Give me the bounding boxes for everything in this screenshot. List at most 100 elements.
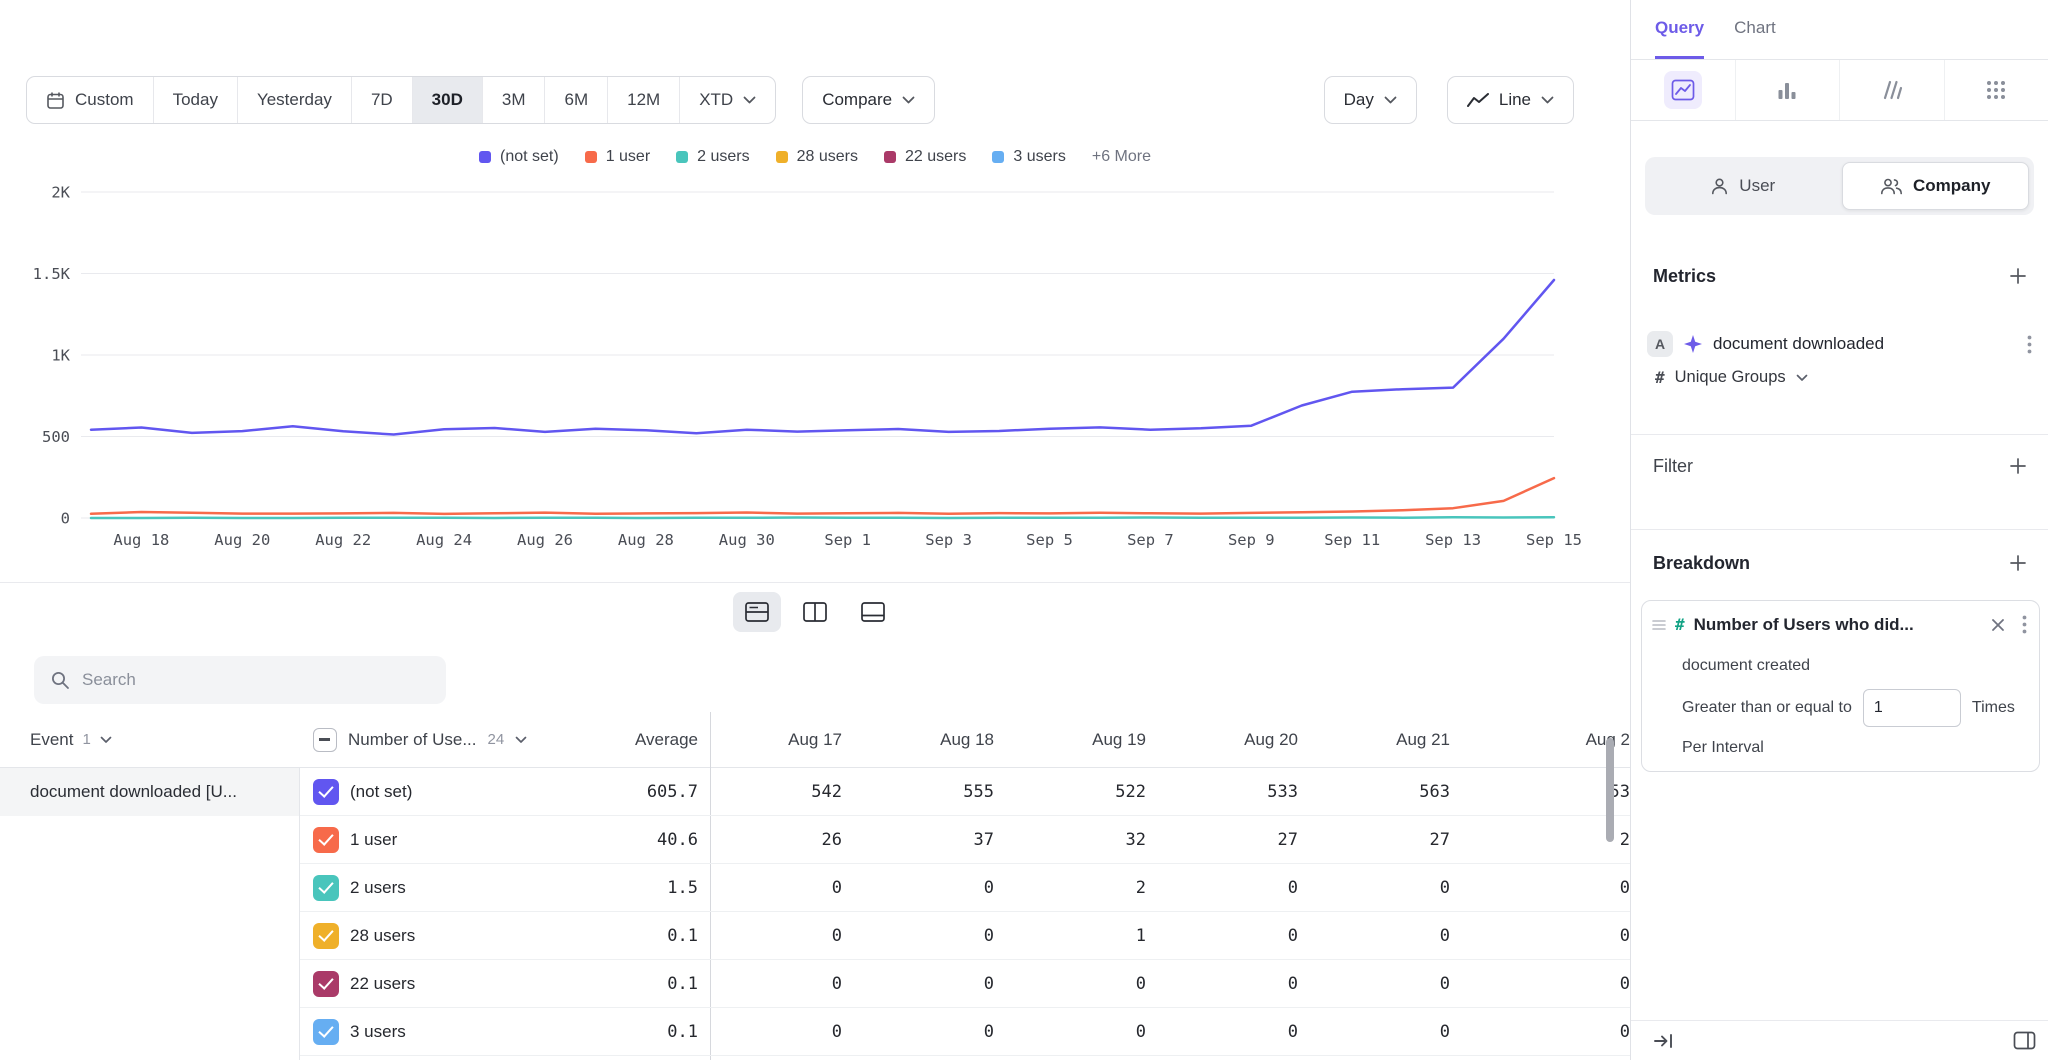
main-area: Custom Today Yesterday 7D 30D 3M 6M 12M … xyxy=(0,0,1630,1060)
dock-right-icon[interactable] xyxy=(2011,1029,2038,1052)
legend-more-button[interactable]: +6 More xyxy=(1091,148,1151,165)
measure-dropdown[interactable]: # Unique Groups xyxy=(1655,368,1808,387)
chart-style-label: Line xyxy=(1498,90,1531,109)
add-breakdown-button[interactable] xyxy=(2006,551,2030,575)
breakdown-property-name[interactable]: Number of Users who did... xyxy=(1693,614,1914,634)
row-checkbox[interactable] xyxy=(313,874,339,901)
legend-item[interactable]: 28 users xyxy=(775,148,858,166)
table-header: Event 1 Number of Use... 24 Average Aug … xyxy=(0,712,1630,768)
cell-value: 0 xyxy=(1287,877,1298,898)
breakdown-interval-label[interactable]: Per Interval xyxy=(1682,739,1764,756)
close-icon[interactable] xyxy=(1989,616,2007,634)
breakdown-event-name[interactable]: document created xyxy=(1682,657,1811,674)
svg-text:Aug 18: Aug 18 xyxy=(113,531,169,549)
group-label: 3 users xyxy=(350,1021,406,1041)
group-label: 2 users xyxy=(350,877,406,897)
legend-item[interactable]: 2 users xyxy=(676,148,750,166)
drag-handle-icon[interactable] xyxy=(1652,619,1666,631)
layout-panel-bottom-button[interactable] xyxy=(849,592,897,632)
granularity-dropdown[interactable]: Day xyxy=(1323,76,1417,124)
legend-item[interactable]: 1 user xyxy=(584,148,650,166)
layout-split-horizontal-button[interactable] xyxy=(733,592,781,632)
metric-item[interactable]: A document downloaded xyxy=(1647,322,2038,366)
table-row[interactable]: 3 users 0.1 0 0 0 0 0 0 xyxy=(300,1008,1630,1056)
row-checkbox[interactable] xyxy=(313,778,339,805)
row-checkbox[interactable] xyxy=(313,922,339,949)
chevron-down-icon xyxy=(1541,96,1554,104)
layout-split-vertical-button[interactable] xyxy=(791,592,839,632)
chart-type-flow-button[interactable] xyxy=(1839,60,1944,120)
cell-value: 0 xyxy=(1619,877,1630,898)
date-column-header[interactable]: Aug 17 xyxy=(788,729,842,749)
preset-7d[interactable]: 7D xyxy=(350,77,412,123)
preset-today[interactable]: Today xyxy=(152,77,237,123)
add-metric-button[interactable] xyxy=(2006,264,2030,288)
tab-query[interactable]: Query xyxy=(1655,0,1705,59)
frozen-column-divider xyxy=(710,712,711,1060)
vertical-scrollbar[interactable] xyxy=(1606,738,1614,842)
legend-label: 2 users xyxy=(697,148,750,165)
table-row[interactable]: (not set) 605.7 542 555 522 533 563 53 xyxy=(300,768,1630,816)
chevron-down-icon xyxy=(1796,374,1808,382)
condition-value-input[interactable] xyxy=(1862,689,1961,727)
chart-type-line-button[interactable] xyxy=(1631,60,1735,120)
svg-text:500: 500 xyxy=(42,428,70,446)
select-all-checkbox[interactable] xyxy=(313,727,337,752)
search-icon xyxy=(50,670,70,690)
toggle-company[interactable]: Company xyxy=(1841,162,2029,210)
table-row[interactable]: 22 users 0.1 0 0 0 0 0 0 xyxy=(300,960,1630,1008)
preset-12m[interactable]: 12M xyxy=(607,77,679,123)
date-column-header[interactable]: Aug 20 xyxy=(1244,729,1298,749)
chart-type-bar-button[interactable] xyxy=(1734,60,1840,120)
group-column-header[interactable]: Number of Use... 24 xyxy=(300,727,562,752)
cell-value: 2 xyxy=(1135,877,1146,898)
date-column-header[interactable]: Aug 18 xyxy=(940,729,994,749)
search-input[interactable] xyxy=(82,670,430,690)
legend-label: 28 users xyxy=(796,148,858,165)
preset-xtd[interactable]: XTD xyxy=(679,77,775,123)
chart-style-dropdown[interactable]: Line xyxy=(1446,76,1574,124)
table-row[interactable]: 2 users 1.5 0 0 2 0 0 0 xyxy=(300,864,1630,912)
breakdown-card: # Number of Users who did... document cr… xyxy=(1641,600,2040,772)
preset-yesterday[interactable]: Yesterday xyxy=(236,77,351,123)
preset-3m[interactable]: 3M xyxy=(481,77,545,123)
svg-text:Sep 15: Sep 15 xyxy=(1526,531,1582,549)
chart-type-grid-button[interactable] xyxy=(1943,60,2048,120)
entity-toggle: User Company xyxy=(1645,157,2034,215)
add-filter-button[interactable] xyxy=(2006,454,2030,478)
metrics-title: Metrics xyxy=(1653,265,1717,286)
line-chart[interactable]: 0 500 1K 1.5K 2K Aug 18 Aug 20 Aug 22 Aug 24 Aug … xyxy=(0,180,1630,560)
toggle-user[interactable]: User xyxy=(1650,162,1836,210)
query-panel: Query Chart User Company xyxy=(1630,0,2048,1060)
legend-item[interactable]: 22 users xyxy=(884,148,966,166)
cell-value: 0 xyxy=(1135,973,1146,994)
row-checkbox[interactable] xyxy=(313,1018,339,1045)
row-checkbox[interactable] xyxy=(313,826,339,853)
compare-button[interactable]: Compare xyxy=(802,76,936,124)
cell-value: 522 xyxy=(1115,781,1146,802)
average-value: 40.6 xyxy=(657,829,698,850)
date-column-header[interactable]: Aug 21 xyxy=(1396,729,1450,749)
table-row[interactable]: 1 user 40.6 26 37 32 27 27 2 xyxy=(300,816,1630,864)
preset-label: Custom xyxy=(75,90,134,109)
kebab-menu-icon[interactable] xyxy=(2021,333,2038,356)
condition-label[interactable]: Greater than or equal to xyxy=(1682,699,1852,716)
average-column-header[interactable]: Average xyxy=(634,729,698,749)
collapse-panel-icon[interactable] xyxy=(1651,1030,1677,1052)
preset-30d[interactable]: 30D xyxy=(411,77,482,123)
date-column-header[interactable]: Aug 19 xyxy=(1092,729,1146,749)
cell-value: 26 xyxy=(821,829,842,850)
event-list-item[interactable]: document downloaded [U... xyxy=(0,768,299,816)
chart-type-selector xyxy=(1631,60,2048,121)
legend-item[interactable]: 3 users xyxy=(992,148,1066,166)
table-row[interactable]: 28 users 0.1 0 0 1 0 0 0 xyxy=(300,912,1630,960)
cell-value: 0 xyxy=(1439,973,1450,994)
tab-chart[interactable]: Chart xyxy=(1734,18,1776,37)
preset-custom[interactable]: Custom xyxy=(27,77,153,123)
row-checkbox[interactable] xyxy=(313,970,339,997)
event-column-header[interactable]: Event 1 xyxy=(0,730,300,750)
preset-6m[interactable]: 6M xyxy=(544,77,607,123)
kebab-menu-icon[interactable] xyxy=(2016,613,2033,636)
legend-item[interactable]: (not set) xyxy=(479,148,559,166)
